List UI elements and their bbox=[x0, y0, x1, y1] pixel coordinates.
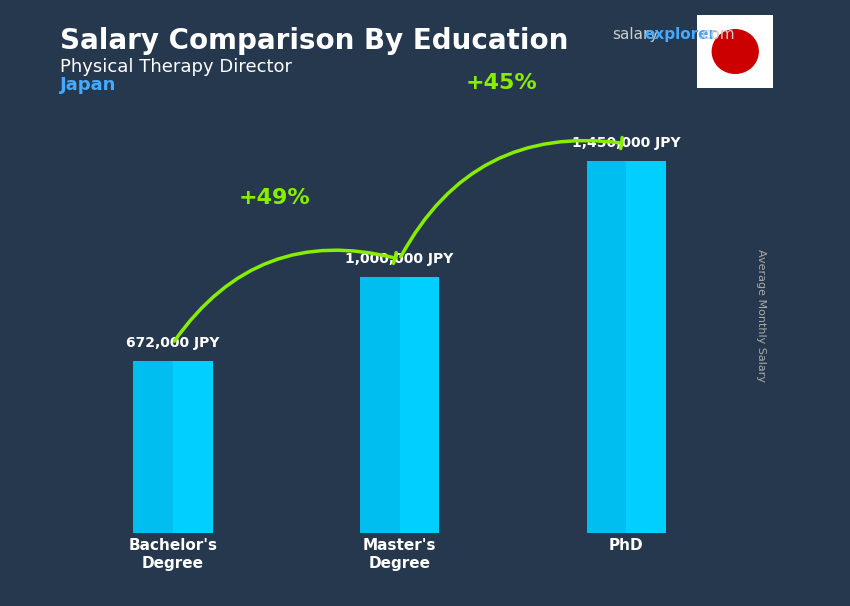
Text: +45%: +45% bbox=[466, 73, 537, 93]
Bar bbox=[360, 276, 439, 533]
Text: Japan: Japan bbox=[60, 76, 116, 94]
Text: 1,450,000 JPY: 1,450,000 JPY bbox=[572, 136, 681, 150]
Text: 672,000 JPY: 672,000 JPY bbox=[126, 336, 219, 350]
Text: 1,000,000 JPY: 1,000,000 JPY bbox=[345, 251, 454, 265]
Bar bbox=[586, 161, 666, 533]
Bar bbox=[586, 161, 626, 533]
Bar bbox=[133, 361, 173, 533]
Bar bbox=[360, 276, 400, 533]
Text: Salary Comparison By Education: Salary Comparison By Education bbox=[60, 27, 568, 55]
Text: salary: salary bbox=[612, 27, 659, 42]
Bar bbox=[133, 361, 212, 533]
Text: Average Monthly Salary: Average Monthly Salary bbox=[756, 248, 766, 382]
Text: Physical Therapy Director: Physical Therapy Director bbox=[60, 58, 292, 76]
Text: explorer: explorer bbox=[644, 27, 717, 42]
Text: .com: .com bbox=[697, 27, 734, 42]
Circle shape bbox=[712, 30, 758, 73]
Text: +49%: +49% bbox=[239, 188, 311, 208]
